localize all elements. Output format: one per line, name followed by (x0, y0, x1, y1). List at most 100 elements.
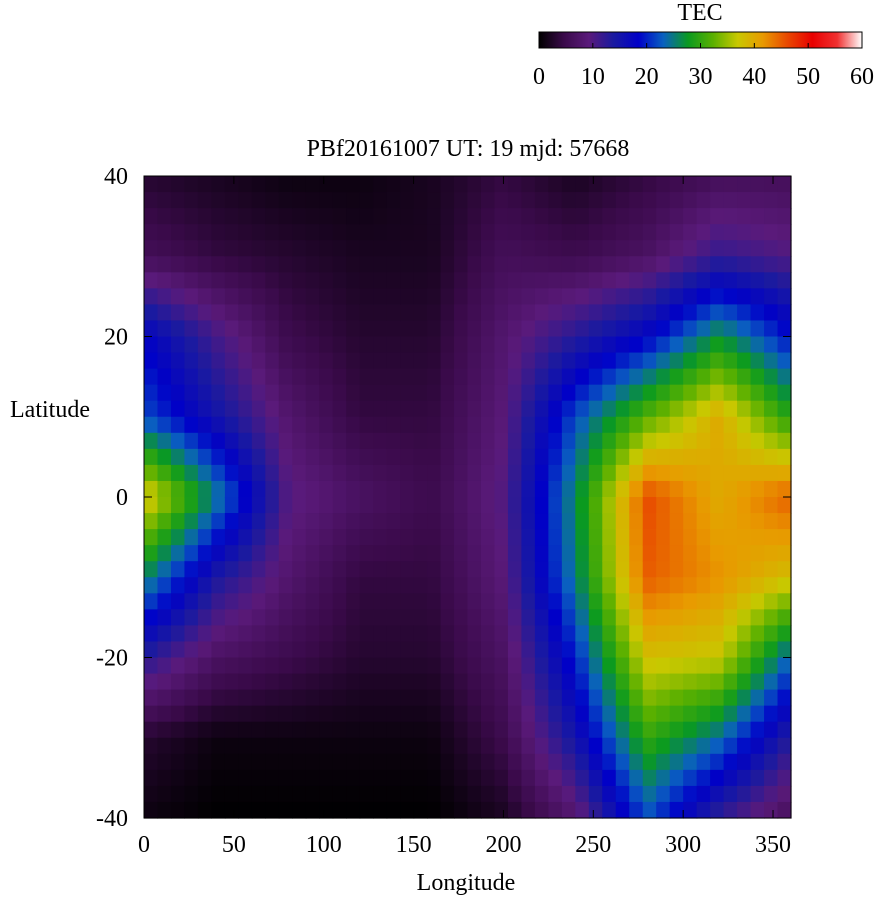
heatmap-cell (777, 288, 792, 305)
heatmap-cell (224, 689, 239, 707)
heatmap-cell (305, 240, 320, 257)
heatmap-cell (602, 577, 617, 594)
heatmap-cell (750, 513, 765, 530)
heatmap-cell (454, 641, 469, 659)
heatmap-cell (588, 721, 603, 739)
heatmap-cell (184, 545, 199, 562)
heatmap-cell (440, 625, 455, 643)
heatmap-cell (184, 609, 199, 626)
heatmap-cell (319, 384, 334, 402)
heatmap-cell (710, 416, 725, 434)
heatmap-cell (197, 801, 212, 819)
heatmap-cell (319, 641, 334, 659)
heatmap-cell (494, 513, 509, 530)
heatmap-cell (656, 176, 671, 193)
heatmap-cell (427, 288, 442, 305)
heatmap-cell (224, 497, 239, 514)
heatmap-cell (669, 801, 684, 819)
heatmap-cell (319, 400, 334, 418)
heatmap-cell (224, 545, 239, 562)
heatmap-cell (561, 641, 576, 659)
heatmap-cell (588, 753, 603, 771)
heatmap-cell (346, 448, 361, 466)
heatmap-cell (534, 529, 549, 546)
heatmap-cell (480, 721, 496, 739)
heatmap-cell (615, 352, 630, 370)
heatmap-cell (656, 673, 671, 691)
heatmap-cell (413, 176, 428, 193)
heatmap-cell (467, 400, 482, 418)
heatmap-cell (656, 705, 671, 723)
heatmap-cell (319, 561, 334, 578)
heatmap-cell (319, 304, 334, 322)
heatmap-cell (292, 689, 307, 707)
heatmap-cell (777, 416, 792, 434)
heatmap-cell (359, 657, 374, 675)
heatmap-cell (346, 561, 361, 578)
heatmap-cell (454, 176, 469, 193)
heatmap-cell (615, 673, 630, 691)
heatmap-cell (440, 705, 455, 723)
heatmap-cell (669, 593, 684, 610)
heatmap-cell (332, 320, 347, 338)
heatmap-cell (251, 641, 266, 659)
heatmap-cell (332, 368, 347, 386)
heatmap-cell (359, 497, 374, 514)
heatmap-cell (278, 480, 293, 498)
heatmap-cell (440, 801, 455, 819)
heatmap-cell (723, 480, 738, 498)
heatmap-cell (723, 432, 738, 450)
heatmap-cell (669, 320, 684, 338)
heatmap-cell (332, 464, 347, 482)
heatmap-cell (588, 641, 603, 659)
heatmap-cell (292, 464, 307, 482)
heatmap-cell (319, 737, 334, 755)
heatmap-cell (656, 609, 671, 626)
heatmap-cell (480, 737, 496, 755)
heatmap-cell (184, 705, 199, 723)
heatmap-cell (427, 705, 442, 723)
heatmap-cell (737, 737, 752, 755)
heatmap-cell (400, 577, 415, 594)
heatmap-cell (723, 705, 738, 723)
heatmap-cell (211, 577, 226, 594)
heatmap-cell (548, 256, 563, 273)
heatmap-cell (575, 577, 590, 594)
heatmap-cell (750, 705, 765, 723)
heatmap-cell (211, 336, 226, 354)
heatmap-cell (629, 513, 644, 530)
heatmap-cell (629, 785, 644, 803)
heatmap-cell (278, 384, 293, 402)
heatmap-cell (561, 577, 576, 594)
heatmap-cell (683, 416, 698, 434)
heatmap-cell (332, 641, 347, 659)
heatmap-cell (467, 384, 482, 402)
heatmap-cell (265, 641, 280, 659)
heatmap-cell (184, 689, 199, 707)
heatmap-cell (184, 288, 199, 305)
heatmap-cell (723, 769, 738, 787)
heatmap-cell (359, 785, 374, 803)
heatmap-cell (656, 432, 671, 450)
heatmap-cell (696, 737, 711, 755)
heatmap-cell (373, 272, 388, 289)
heatmap-cell (265, 224, 280, 241)
colorbar-label: TEC (677, 0, 722, 26)
heatmap-cell (454, 721, 469, 739)
heatmap-cell (615, 400, 630, 418)
heatmap-cell (629, 577, 644, 594)
heatmap-cell (480, 593, 496, 610)
heatmap-cell (669, 769, 684, 787)
heatmap-cell (696, 801, 711, 819)
heatmap-cell (534, 801, 549, 819)
heatmap-cell (494, 657, 509, 675)
heatmap-cell (224, 705, 239, 723)
heatmap-cell (413, 689, 428, 707)
heatmap-cell (292, 336, 307, 354)
heatmap-cell (224, 272, 239, 289)
heatmap-cell (521, 593, 536, 610)
heatmap-cell (184, 448, 199, 466)
heatmap-cell (602, 529, 617, 546)
y-tick-label: -20 (96, 646, 128, 672)
heatmap-cell (480, 769, 496, 787)
